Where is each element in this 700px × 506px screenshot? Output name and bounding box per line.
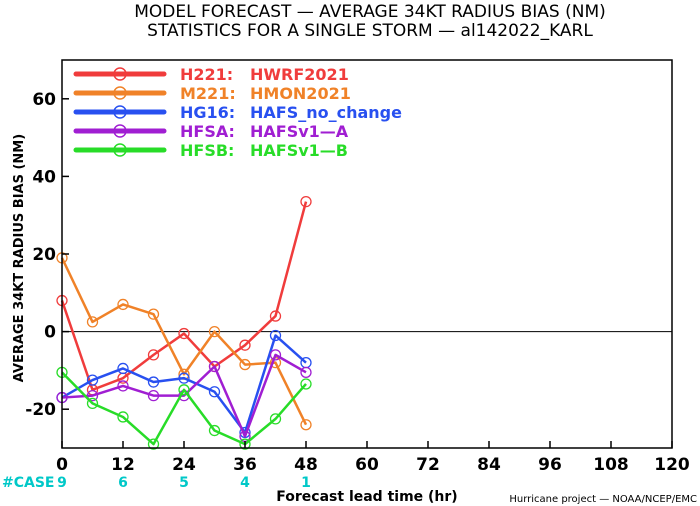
legend-label: HAFSv1—B	[250, 141, 348, 160]
data-point	[147, 308, 160, 320]
data-point	[208, 424, 221, 437]
case-label: #CASE	[2, 475, 55, 491]
data-point	[178, 327, 190, 340]
data-point	[269, 349, 282, 361]
x-tick-label: 48	[294, 455, 318, 475]
legend-label: HMON2021	[250, 84, 351, 103]
data-point	[117, 411, 129, 423]
series-line	[61, 371, 307, 446]
legend-marker	[113, 124, 127, 138]
data-point	[178, 384, 190, 396]
data-point	[86, 397, 99, 410]
y-tick-label: 20	[32, 245, 56, 265]
series-line	[61, 353, 307, 438]
data-point	[117, 380, 129, 392]
x-tick-label: 12	[111, 455, 135, 475]
y-tick-label: 40	[32, 167, 56, 187]
data-point	[208, 386, 221, 398]
data-point	[269, 413, 282, 425]
data-point	[178, 372, 190, 384]
y-axis-label: AVERAGE 34KT RADIUS BIAS (NM)	[12, 134, 27, 382]
data-point	[208, 325, 221, 338]
chart-title: MODEL FORECAST — AVERAGE 34KT RADIUS BIA…	[134, 2, 606, 22]
legend-label: HWRF2021	[250, 65, 349, 84]
legend-marker	[113, 143, 127, 157]
legend-id: H221:	[180, 65, 233, 84]
x-tick-label: 108	[593, 455, 629, 475]
series-layer	[56, 195, 312, 450]
data-point	[117, 298, 129, 311]
x-axis: 0 12 24 36 48 60 72 84 96 108 120	[56, 441, 690, 475]
legend-marker	[113, 67, 127, 81]
legend: H221: HWRF2021 M221: HMON2021 HG16: HAFS_no_c…	[73, 65, 402, 160]
data-point	[269, 310, 282, 322]
credit-text: Hurricane project — NOAA/NCEP/EMC	[509, 494, 697, 505]
data-point	[239, 438, 251, 450]
data-point	[300, 378, 312, 390]
series-line	[60, 201, 308, 392]
series-line	[61, 334, 307, 434]
data-point	[147, 349, 160, 361]
data-point	[239, 339, 251, 351]
x-tick-label: 84	[477, 455, 501, 475]
legend-marker	[113, 86, 127, 100]
series-line	[60, 257, 308, 426]
data-point	[117, 362, 129, 375]
x-tick-label: 60	[355, 455, 379, 475]
data-point	[147, 389, 160, 402]
x-tick-label: 72	[416, 455, 440, 475]
data-point	[239, 358, 251, 371]
data-point	[86, 374, 99, 386]
legend-label: HAFSv1—A	[250, 122, 349, 141]
data-point	[269, 329, 282, 342]
x-tick-label: 36	[233, 455, 257, 475]
y-tick-label: 0	[44, 323, 56, 343]
chart-subtitle: STATISTICS FOR A SINGLE STORM — al142022…	[147, 21, 593, 41]
data-point	[300, 419, 312, 431]
case-count: 9	[57, 475, 67, 491]
case-count: 4	[240, 475, 250, 491]
case-count: 6	[118, 475, 128, 491]
legend-id: HFSA:	[180, 122, 235, 141]
legend-id: M221:	[180, 84, 236, 103]
x-axis-label: Forecast lead time (hr)	[276, 489, 457, 505]
legend-id: HFSB:	[180, 141, 234, 160]
data-point	[300, 195, 312, 208]
legend-marker	[113, 105, 127, 119]
case-row: #CASE 9 6 5 4 1	[2, 475, 311, 491]
x-tick-label: 24	[172, 455, 196, 475]
case-count: 1	[301, 475, 311, 491]
data-point	[147, 376, 160, 388]
data-point	[86, 316, 99, 328]
data-point	[300, 366, 312, 378]
case-count: 5	[179, 475, 189, 491]
legend-id: HG16:	[180, 103, 235, 122]
y-axis: -20 0 20 40 60	[25, 90, 69, 420]
y-tick-label: -20	[25, 400, 56, 420]
x-tick-label: 0	[56, 455, 68, 475]
x-tick-label: 96	[538, 455, 562, 475]
y-tick-label: 60	[32, 90, 56, 110]
data-point	[208, 360, 221, 373]
data-point	[147, 438, 160, 450]
data-point	[86, 389, 99, 402]
x-tick-label: 120	[654, 455, 690, 475]
legend-label: HAFS_no_change	[250, 103, 402, 122]
